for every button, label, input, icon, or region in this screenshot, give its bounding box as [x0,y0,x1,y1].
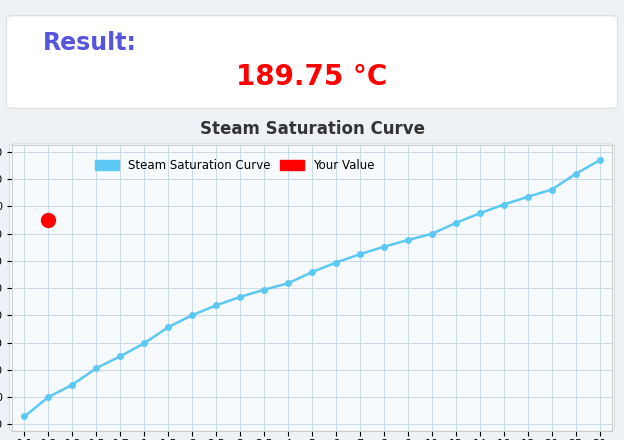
Text: 189.75 °C: 189.75 °C [236,62,388,91]
Text: Result:: Result: [42,31,136,55]
Title: Steam Saturation Curve: Steam Saturation Curve [200,120,424,138]
Legend: Steam Saturation Curve, Your Value: Steam Saturation Curve, Your Value [90,154,379,176]
Point [44,217,54,224]
FancyBboxPatch shape [6,16,618,108]
FancyBboxPatch shape [9,144,615,431]
